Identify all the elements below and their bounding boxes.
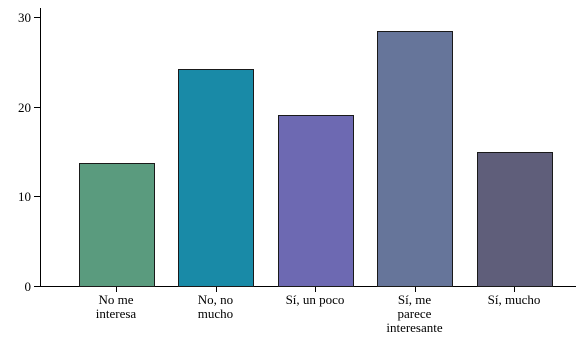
- x-tick-label-0-1: interesa: [96, 306, 137, 321]
- x-tick-label-4-0: Sí, mucho: [488, 292, 541, 307]
- bar-4: [477, 152, 553, 287]
- x-tick-label-2-0: Sí, un poco: [286, 292, 345, 307]
- x-tick-label-3-0: Sí, me: [398, 292, 431, 307]
- x-tick-label-3-2: interesante: [386, 320, 443, 335]
- y-tick-label-30: 30: [18, 10, 31, 25]
- x-tick-label-3-1: parece: [398, 306, 432, 321]
- y-tick-label-0: 0: [25, 279, 32, 294]
- bar-series: [79, 31, 553, 287]
- y-axis: 0 10 20 30: [18, 8, 41, 294]
- bar-1: [178, 69, 254, 287]
- x-tick-label-1-0: No, no: [198, 292, 233, 307]
- y-tick-label-20: 20: [18, 100, 31, 115]
- x-tick-label-0-0: No me: [98, 292, 133, 307]
- bar-3: [377, 31, 453, 287]
- x-tick-label-1-1: mucho: [198, 306, 233, 321]
- bar-0: [79, 163, 155, 287]
- bar-2: [278, 115, 354, 287]
- y-tick-label-10: 10: [18, 189, 31, 204]
